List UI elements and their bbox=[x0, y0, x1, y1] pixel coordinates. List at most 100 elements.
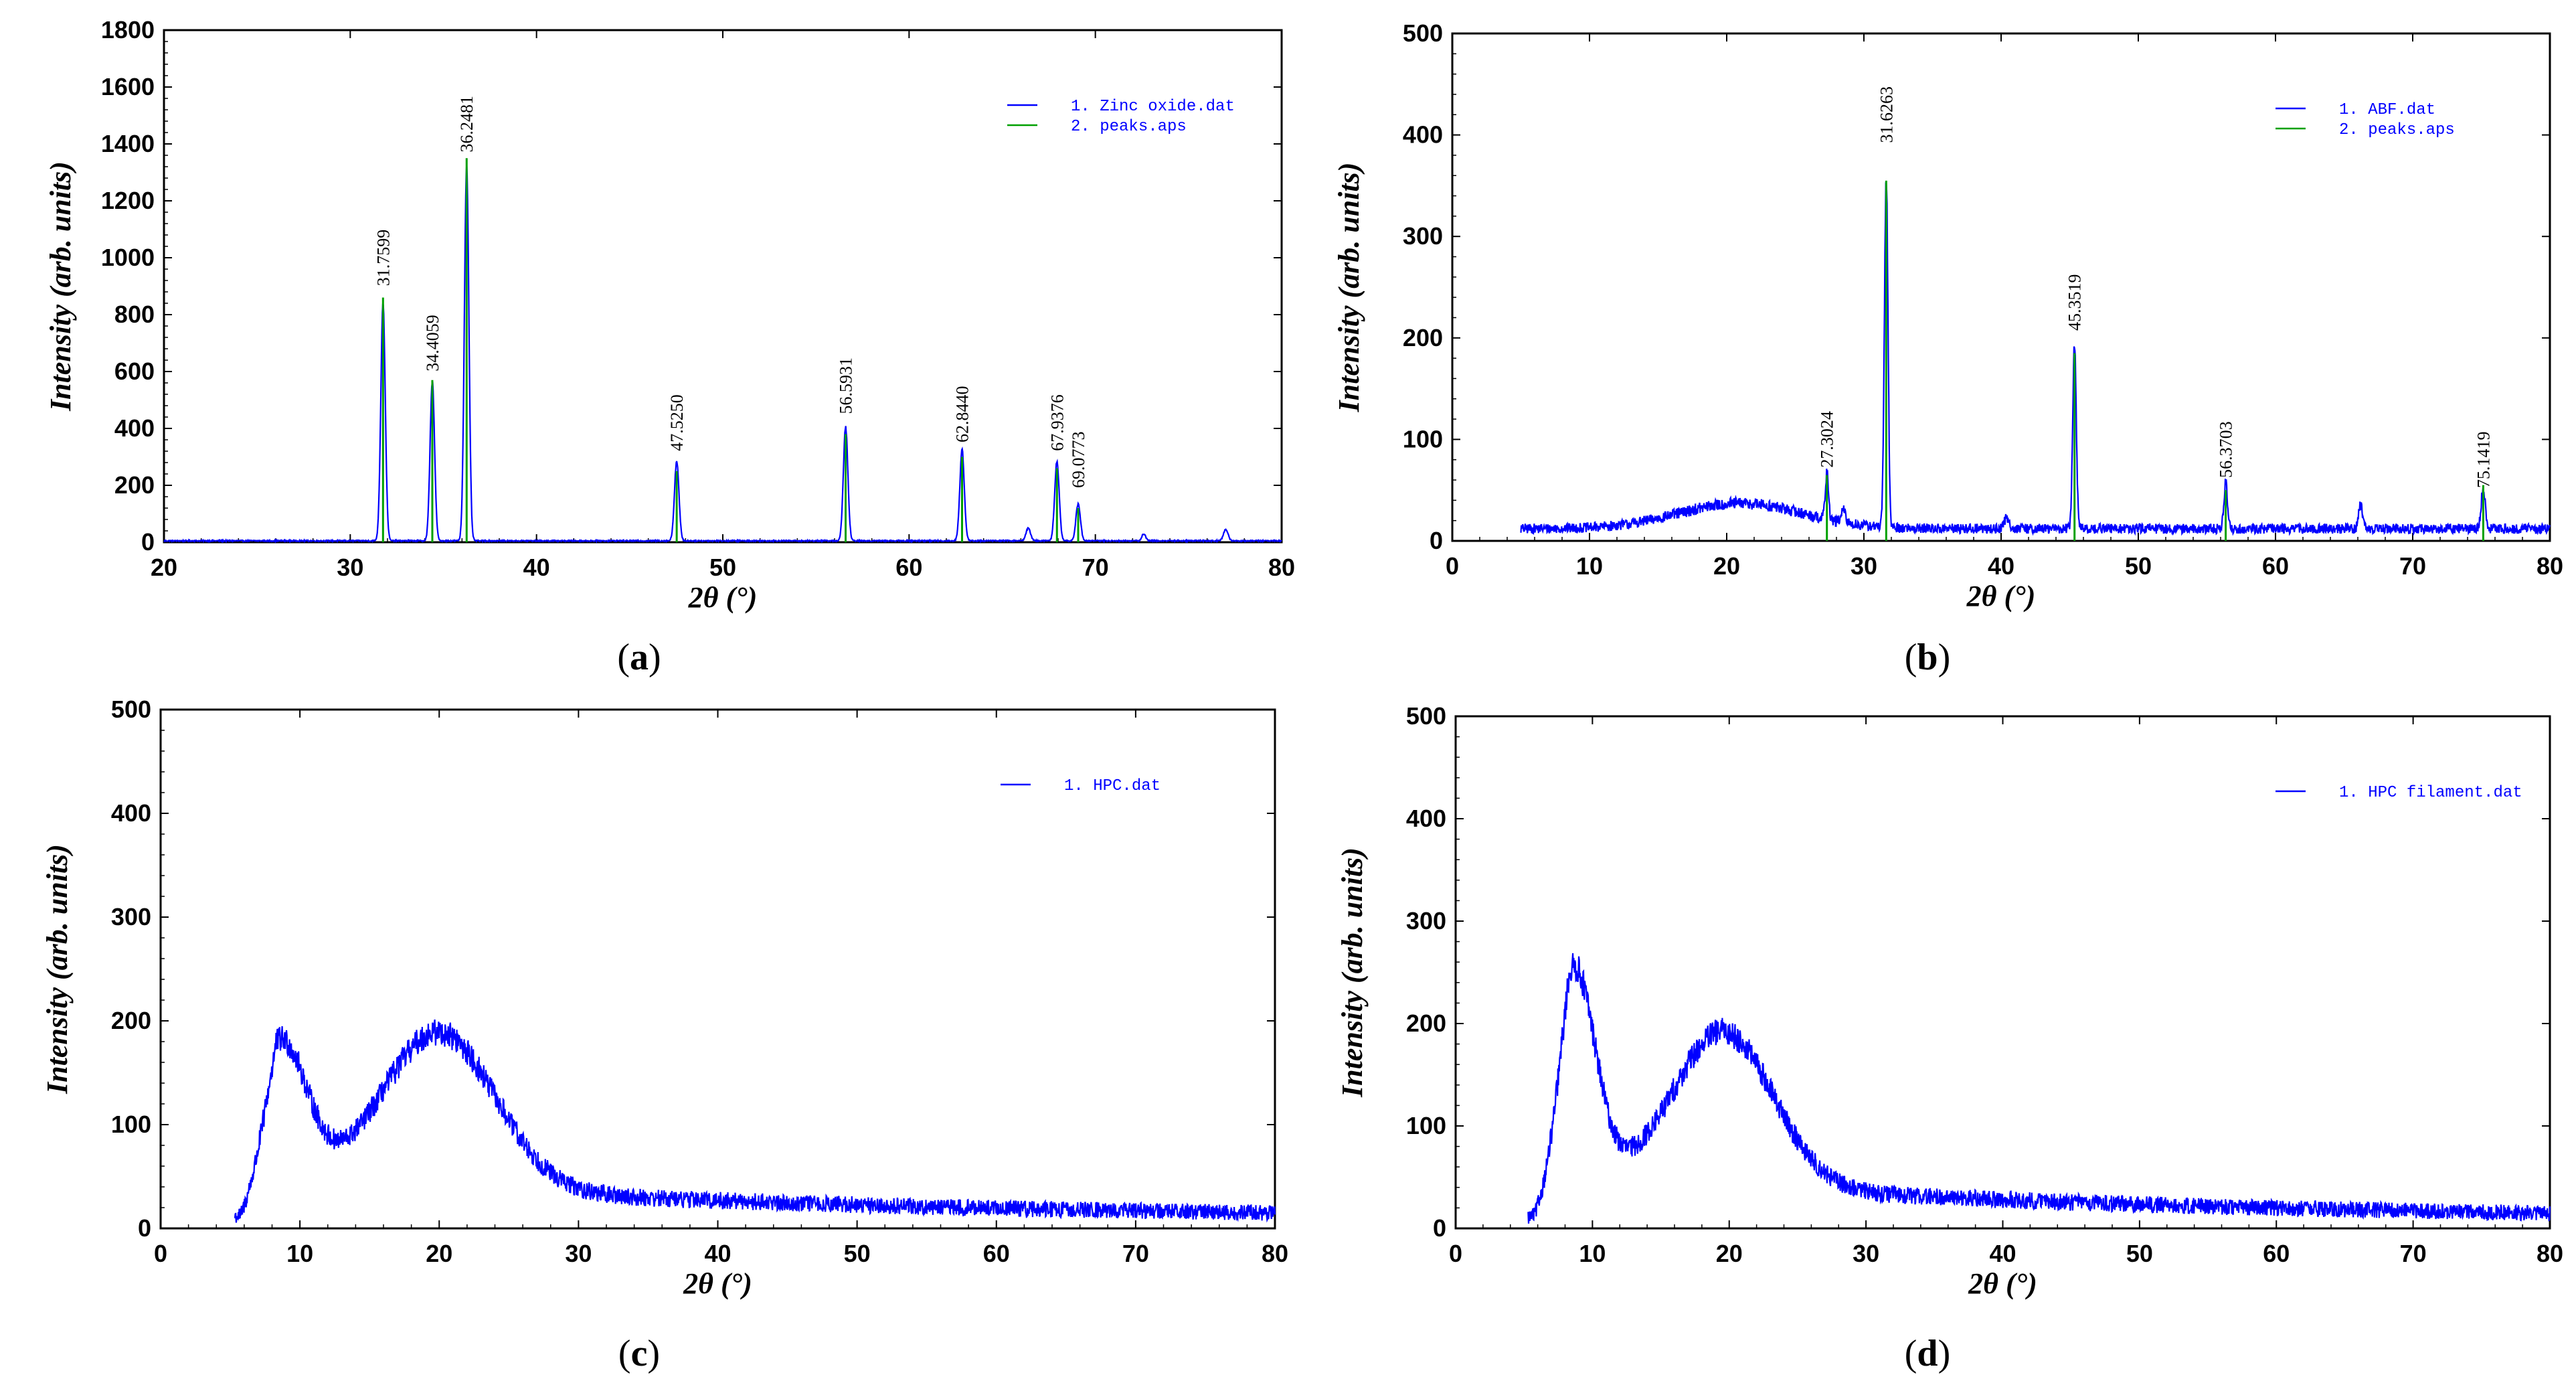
x-tick-label: 10 bbox=[286, 1240, 313, 1267]
peak-label: 62.8440 bbox=[952, 386, 972, 443]
legend-entry: 2. peaks.aps bbox=[2339, 121, 2455, 139]
x-tick-label: 70 bbox=[2400, 1240, 2427, 1267]
x-tick-label: 20 bbox=[1713, 552, 1740, 580]
panel-caption-letter: c bbox=[631, 1333, 648, 1374]
y-tick-label: 1800 bbox=[101, 16, 155, 44]
panel-caption-letter: d bbox=[1917, 1333, 1938, 1374]
x-tick-label: 60 bbox=[2262, 552, 2289, 580]
peak-label: 45.3519 bbox=[2065, 274, 2085, 331]
legend-entry: 1. HPC filament.dat bbox=[2339, 784, 2522, 802]
y-tick-label: 0 bbox=[138, 1214, 151, 1242]
x-tick-label: 0 bbox=[1446, 552, 1459, 580]
x-tick-label: 40 bbox=[523, 554, 550, 581]
x-tick-label: 20 bbox=[426, 1240, 452, 1267]
y-tick-label: 200 bbox=[114, 471, 155, 499]
panel-caption-letter: a bbox=[630, 637, 649, 678]
peak-label: 47.5250 bbox=[667, 394, 687, 451]
y-axis-label: Intensity (arb. units) bbox=[44, 161, 77, 412]
y-tick-label: 400 bbox=[1403, 121, 1443, 149]
x-tick-label: 20 bbox=[1716, 1240, 1743, 1267]
y-tick-label: 300 bbox=[111, 903, 151, 930]
x-tick-label: 50 bbox=[2126, 1240, 2153, 1267]
x-tick-label: 70 bbox=[1122, 1240, 1149, 1267]
y-axis-label: Intensity (arb. units) bbox=[1333, 163, 1365, 413]
x-axis-label: 2θ (°) bbox=[688, 581, 758, 614]
x-tick-label: 30 bbox=[565, 1240, 592, 1267]
y-axis-label: Intensity (arb. units) bbox=[1336, 847, 1369, 1098]
x-tick-label: 70 bbox=[1082, 554, 1109, 581]
y-tick-label: 500 bbox=[111, 696, 151, 723]
series-line-data bbox=[163, 163, 1282, 544]
x-tick-label: 50 bbox=[2125, 552, 2152, 580]
x-tick-label: 50 bbox=[844, 1240, 871, 1267]
y-tick-label: 400 bbox=[1406, 805, 1446, 832]
y-tick-label: 200 bbox=[111, 1007, 151, 1034]
y-tick-label: 600 bbox=[114, 357, 155, 385]
x-tick-label: 80 bbox=[1262, 1240, 1288, 1267]
series-line-data bbox=[1520, 181, 2551, 536]
y-tick-label: 0 bbox=[141, 528, 155, 556]
x-tick-label: 60 bbox=[895, 554, 922, 581]
x-axis-label: 2θ (°) bbox=[683, 1267, 752, 1300]
panel-b: 0 10 20 30 40 50 60 70 80 0 100 200 300 400 500 2θ (°) I… bbox=[1333, 19, 2563, 678]
y-tick-label: 0 bbox=[1430, 527, 1443, 554]
x-tick-label: 80 bbox=[2537, 1240, 2563, 1267]
x-tick-label: 40 bbox=[1988, 552, 2014, 580]
x-tick-label: 20 bbox=[151, 554, 177, 581]
y-tick-label: 100 bbox=[1406, 1112, 1446, 1139]
x-tick-label: 80 bbox=[2537, 552, 2563, 580]
x-tick-label: 70 bbox=[2399, 552, 2426, 580]
legend-entry: 1. Zinc oxide.dat bbox=[1071, 98, 1235, 116]
x-tick-label: 40 bbox=[1989, 1240, 2016, 1267]
y-tick-label: 500 bbox=[1406, 702, 1446, 730]
y-tick-label: 800 bbox=[114, 301, 155, 328]
y-tick-label: 300 bbox=[1403, 222, 1443, 250]
x-tick-label: 40 bbox=[704, 1240, 731, 1267]
peak-label: 56.5931 bbox=[837, 357, 856, 414]
peak-label: 75.1419 bbox=[2474, 431, 2493, 488]
peak-label: 31.7599 bbox=[373, 230, 393, 287]
panel-a: 20 30 40 50 60 70 8002004006008001000120014001… bbox=[44, 16, 1295, 678]
legend-entry: 1. ABF.dat bbox=[2339, 101, 2435, 119]
peak-label: 31.6263 bbox=[1877, 86, 1896, 143]
x-tick-label: 10 bbox=[1576, 552, 1603, 580]
y-tick-label: 200 bbox=[1406, 1009, 1446, 1037]
y-tick-label: 300 bbox=[1406, 907, 1446, 935]
x-tick-label: 30 bbox=[337, 554, 363, 581]
panel-caption-letter: b bbox=[1917, 637, 1938, 678]
x-axis-label: 2θ (°) bbox=[1968, 1267, 2037, 1300]
x-tick-label: 50 bbox=[709, 554, 736, 581]
y-tick-label: 1000 bbox=[101, 244, 155, 271]
y-tick-label: 1200 bbox=[101, 187, 155, 214]
panel-caption: (a) bbox=[617, 637, 661, 678]
x-axis-label: 2θ (°) bbox=[1966, 580, 2036, 613]
legend-entry: 1. HPC.dat bbox=[1064, 777, 1161, 795]
panel-c: 0 10 20 30 40 50 60 70 80 0 100 200 300 400 500 2θ (°) I… bbox=[41, 696, 1288, 1374]
y-tick-label: 400 bbox=[111, 799, 151, 827]
y-tick-label: 1400 bbox=[101, 130, 155, 157]
panel-caption: (c) bbox=[618, 1333, 660, 1374]
y-axis-label: Intensity (arb. units) bbox=[41, 844, 74, 1094]
x-tick-label: 30 bbox=[1851, 552, 1877, 580]
panel-d: 0 10 20 30 40 50 60 70 80 0 100 200 300 400 500 2θ (°) I… bbox=[1336, 702, 2563, 1374]
peak-label: 27.3024 bbox=[1818, 411, 1837, 468]
y-tick-label: 100 bbox=[111, 1111, 151, 1138]
y-tick-label: 500 bbox=[1403, 19, 1443, 47]
legend-entry: 2. peaks.aps bbox=[1071, 118, 1187, 136]
x-tick-label: 80 bbox=[1268, 554, 1295, 581]
y-tick-label: 1600 bbox=[101, 73, 155, 100]
x-tick-label: 10 bbox=[1579, 1240, 1606, 1267]
series-line-data bbox=[234, 1019, 1276, 1223]
y-tick-label: 0 bbox=[1433, 1214, 1446, 1242]
x-tick-label: 0 bbox=[154, 1240, 167, 1267]
x-tick-label: 60 bbox=[983, 1240, 1010, 1267]
peak-label: 69.0773 bbox=[1069, 432, 1088, 489]
x-tick-label: 30 bbox=[1853, 1240, 1879, 1267]
x-tick-label: 60 bbox=[2263, 1240, 2290, 1267]
peak-label: 34.4059 bbox=[423, 315, 442, 372]
panel-caption: (b) bbox=[1905, 637, 1950, 678]
x-tick-label: 0 bbox=[1449, 1240, 1462, 1267]
y-tick-label: 100 bbox=[1403, 425, 1443, 453]
series-line-data bbox=[1527, 953, 2551, 1224]
